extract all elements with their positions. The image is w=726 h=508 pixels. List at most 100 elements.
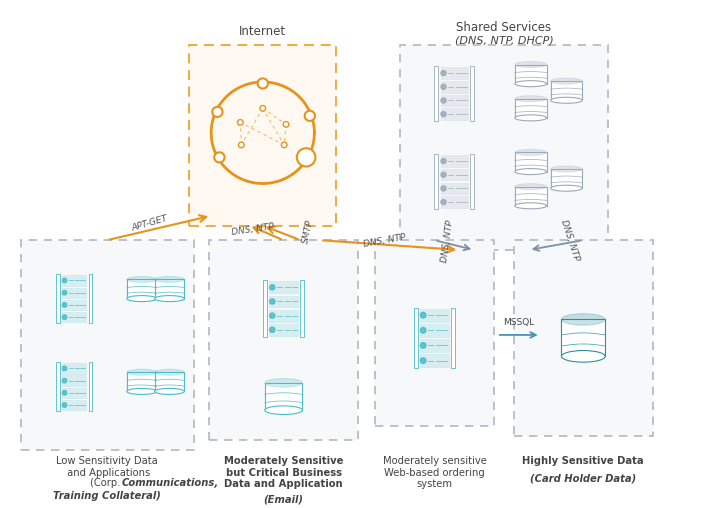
Bar [550,81,582,100]
Bar [550,169,582,188]
Ellipse shape [515,183,547,189]
Bar [89,362,92,411]
Bar [441,155,468,167]
Circle shape [282,142,287,148]
Circle shape [238,142,244,148]
Bar [420,324,449,337]
Circle shape [62,303,67,307]
Text: Highly Sensitive Data: Highly Sensitive Data [523,456,644,466]
Circle shape [305,111,315,121]
Ellipse shape [155,276,184,282]
Circle shape [214,152,224,163]
FancyBboxPatch shape [189,45,336,226]
Bar [155,372,184,391]
Bar [434,154,439,209]
Ellipse shape [127,369,157,375]
Bar [62,300,86,310]
Bar [441,183,468,194]
Bar [89,274,92,323]
Bar [269,324,298,336]
Bar [62,275,86,285]
Text: DNS, NTP: DNS, NTP [231,222,274,237]
Circle shape [441,112,446,117]
FancyBboxPatch shape [20,240,195,450]
Bar [414,307,417,368]
Ellipse shape [561,351,605,362]
Ellipse shape [515,61,547,68]
Bar [420,354,449,367]
Bar [62,288,86,298]
Circle shape [62,291,67,295]
Bar [441,68,468,79]
Ellipse shape [561,313,605,325]
Bar [127,279,157,299]
Bar [420,309,449,322]
Bar [441,94,468,106]
Bar [57,362,60,411]
Text: APT-GET: APT-GET [131,214,168,233]
Circle shape [420,343,426,348]
Bar [441,81,468,92]
Circle shape [441,186,446,191]
Ellipse shape [515,169,547,175]
Circle shape [260,106,266,111]
Bar [62,312,86,322]
Circle shape [62,366,67,371]
Text: Low Sensitivity Data
 and Applications: Low Sensitivity Data and Applications [56,456,158,478]
Circle shape [441,172,446,177]
Bar [441,169,468,180]
Circle shape [237,119,243,125]
Bar [127,372,157,391]
Circle shape [62,315,67,320]
Bar [57,274,60,323]
Circle shape [269,299,275,304]
Circle shape [420,312,426,318]
Circle shape [441,84,446,89]
Circle shape [269,284,275,290]
Text: (Email): (Email) [264,494,303,504]
Text: Internet: Internet [239,25,286,38]
Ellipse shape [515,149,547,155]
Bar [515,186,547,206]
Ellipse shape [127,296,157,302]
Ellipse shape [515,96,547,102]
Ellipse shape [127,389,157,394]
Circle shape [269,327,275,332]
Text: Communications,: Communications, [122,478,219,488]
Text: DNS, NTP: DNS, NTP [440,219,454,263]
Bar [434,66,439,121]
Bar [441,108,468,120]
Ellipse shape [515,203,547,209]
Bar [269,310,298,322]
Circle shape [441,71,446,76]
Bar [155,279,184,299]
Text: (DNS, NTP, DHCP): (DNS, NTP, DHCP) [454,36,553,46]
Text: (Card Holder Data): (Card Holder Data) [530,473,637,484]
Bar [265,383,303,410]
Bar [420,339,449,352]
Text: Moderately Sensitive
but Critical Business
Data and Application: Moderately Sensitive but Critical Busine… [224,456,343,489]
Ellipse shape [155,389,184,394]
Bar [441,196,468,208]
Text: Training Collateral): Training Collateral) [53,491,161,501]
Text: (Corp.: (Corp. [90,478,123,488]
Circle shape [62,391,67,395]
Ellipse shape [515,115,547,121]
Bar [62,375,86,386]
Bar [62,400,86,410]
Bar [263,280,267,337]
Ellipse shape [550,166,582,172]
Ellipse shape [265,378,303,387]
Bar [470,154,474,209]
Bar [515,152,547,172]
Bar [269,296,298,307]
Text: Moderately sensitive
Web-based ordering
system: Moderately sensitive Web-based ordering … [383,456,486,489]
Bar [561,320,605,356]
Text: MSSQL: MSSQL [503,318,534,327]
Bar [515,65,547,84]
Circle shape [441,158,446,164]
Ellipse shape [515,81,547,87]
Ellipse shape [155,369,184,375]
Circle shape [212,107,223,117]
FancyBboxPatch shape [209,240,358,440]
